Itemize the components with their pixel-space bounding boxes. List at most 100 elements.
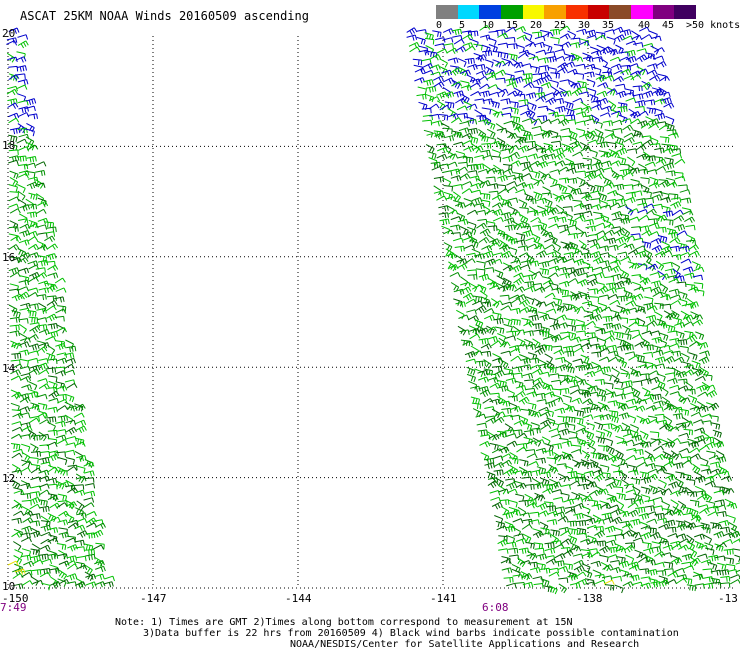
wind-barb: [604, 437, 614, 447]
wind-barb-stroke: [47, 512, 57, 523]
wind-barb: [682, 266, 694, 273]
wind-barb-stroke: [67, 563, 78, 570]
wind-barb: [603, 75, 615, 82]
wind-barb-stroke: [640, 486, 651, 495]
wind-barb: [36, 411, 48, 419]
wind-barb: [468, 282, 478, 293]
wind-barb: [591, 365, 603, 371]
wind-barb-stroke: [544, 353, 553, 363]
wind-barb-stroke: [539, 411, 551, 418]
wind-barb-stroke: [487, 281, 498, 288]
wind-barb-stroke: [512, 518, 524, 524]
wind-barb-stroke: [517, 155, 529, 162]
wind-barb: [513, 272, 525, 279]
wind-barb: [529, 519, 540, 525]
wind-barb-stroke: [537, 510, 549, 517]
wind-barb-stroke: [608, 151, 620, 158]
wind-barb: [549, 323, 561, 331]
wind-barb-stroke: [619, 168, 630, 176]
wind-barb-stroke: [27, 144, 39, 151]
wind-barb-stroke: [529, 511, 540, 518]
wind-barb: [431, 166, 443, 172]
wind-barb-stroke: [666, 324, 676, 333]
wind-barb-stroke: [602, 423, 613, 430]
wind-barb: [27, 144, 39, 151]
wind-barb: [550, 183, 561, 190]
wind-barb: [611, 110, 622, 116]
wind-barb: [648, 118, 660, 126]
wind-barb: [539, 268, 550, 275]
wind-barb: [492, 59, 502, 68]
wind-barb: [659, 136, 670, 143]
wind-barb: [561, 295, 573, 301]
wind-barb: [21, 525, 33, 533]
wind-barb-stroke: [615, 90, 627, 98]
wind-barb: [558, 87, 568, 97]
wind-barb: [597, 141, 608, 148]
wind-barb: [519, 214, 529, 224]
wind-barb-stroke: [483, 308, 495, 314]
wind-barb-stroke: [674, 322, 686, 329]
wind-barb-stroke: [459, 173, 471, 180]
wind-barb-stroke: [94, 522, 106, 530]
wind-barb: [552, 248, 562, 259]
wind-barb: [634, 341, 646, 348]
wind-barb-stroke: [642, 90, 654, 98]
wind-barb-stroke: [46, 352, 56, 361]
wind-barb: [559, 289, 569, 296]
wind-barb-stroke: [641, 34, 653, 40]
wind-barb: [609, 299, 621, 306]
wind-barb-stroke: [565, 158, 575, 168]
wind-barb: [28, 381, 38, 391]
wind-barb-stroke: [93, 544, 105, 550]
wind-barb-stroke: [538, 406, 550, 413]
wind-barb-stroke: [44, 231, 56, 237]
wind-barb-stroke: [442, 77, 454, 84]
wind-barb: [22, 569, 33, 576]
wind-barb-stroke: [646, 107, 657, 115]
wind-barb-stroke: [433, 176, 445, 183]
wind-barb: [40, 524, 52, 532]
wind-barb: [588, 233, 599, 240]
wind-barb: [598, 294, 610, 301]
wind-barb-stroke: [632, 281, 642, 290]
wind-barb-stroke: [448, 261, 457, 272]
wind-barb: [27, 113, 38, 120]
wind-barb: [648, 123, 660, 129]
wind-barb: [613, 380, 624, 388]
wind-barb-stroke: [650, 143, 661, 149]
wind-barb: [669, 338, 680, 344]
wind-barb: [531, 271, 543, 277]
wind-barb: [536, 250, 548, 258]
wind-barb: [9, 324, 20, 331]
wind-barb-stroke: [36, 307, 47, 314]
wind-barb-stroke: [542, 284, 554, 291]
wind-barb-stroke: [474, 319, 484, 328]
wind-barb: [645, 155, 656, 162]
wind-barb: [566, 520, 577, 527]
wind-barb: [21, 384, 32, 391]
wind-barb-stroke: [698, 356, 710, 365]
wind-barb: [635, 354, 645, 362]
wind-barb: [622, 124, 634, 131]
wind-barb-stroke: [509, 101, 519, 108]
legend-label: 40: [638, 20, 651, 31]
wind-barb-stroke: [406, 27, 418, 36]
wind-barb-stroke: [659, 136, 670, 143]
wind-barb: [618, 114, 628, 124]
wind-barb: [561, 90, 572, 97]
wind-barb-stroke: [528, 314, 539, 322]
wind-barb-stroke: [608, 148, 618, 158]
wind-barb-stroke: [674, 158, 686, 165]
wind-barb: [28, 303, 39, 310]
wind-barb-stroke: [467, 315, 479, 322]
wind-barb: [414, 67, 426, 75]
wind-barb-stroke: [539, 313, 551, 322]
wind-barb: [556, 67, 568, 74]
wind-barb-stroke: [608, 454, 620, 463]
wind-barb-stroke: [584, 71, 595, 78]
wind-barb-stroke: [11, 421, 23, 427]
wind-barb: [473, 43, 483, 51]
wind-barb-stroke: [500, 350, 512, 357]
wind-barb-stroke: [18, 213, 28, 223]
